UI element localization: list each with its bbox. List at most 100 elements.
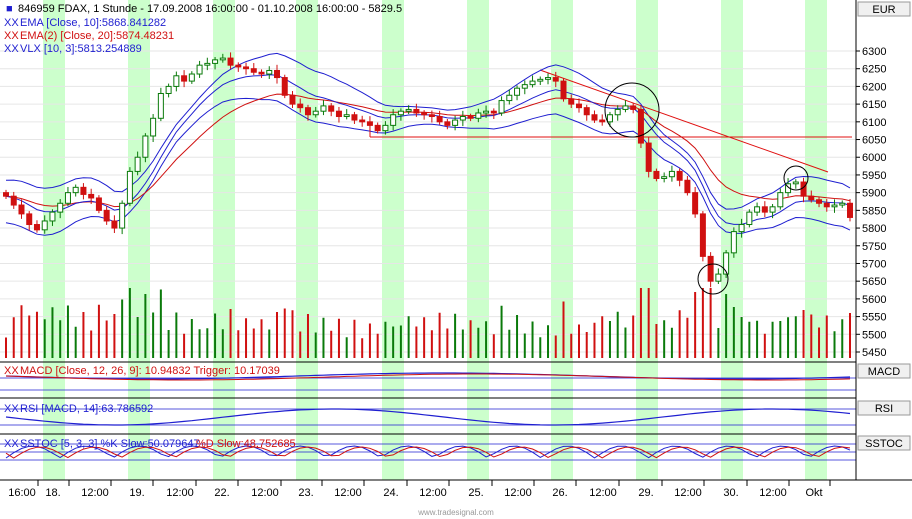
macd-panel-box[interactable] <box>857 363 911 379</box>
annotation-circle-right <box>783 165 809 191</box>
candle-body-88 <box>684 179 691 194</box>
x-label-11: 25. <box>468 487 483 499</box>
vlx-upper-band <box>5 52 851 210</box>
sstoc-legend-a: SSTOC [5, 3, 3] %K Slow:50.079647 <box>20 438 200 450</box>
candle-body-53 <box>413 108 420 114</box>
candle-body-66 <box>514 87 521 96</box>
candle-body-92 <box>715 273 722 282</box>
price-axis-ticks: 6300 6250 6200 6150 6100 6050 6000 5950 5900 5850… <box>856 46 886 359</box>
legend-entry-1: EMA(2) [Close, 20]:5874.48231 <box>20 30 174 42</box>
x-label-7: 23. <box>298 487 313 499</box>
rsi-panel-label: RSI <box>875 403 893 415</box>
candle-body-45 <box>351 114 358 121</box>
legend-prefix-0[interactable]: XX <box>4 17 19 29</box>
candle-body-78 <box>606 114 613 123</box>
time-axis-labels: 16:00 18. 12:00 19. 12:00 22. 12:00 23. 12:00 24.… <box>8 480 831 499</box>
y-tick-label-5850: 5850 <box>862 205 886 217</box>
y-tick-label-5950: 5950 <box>862 170 886 182</box>
candle-body-76 <box>591 114 598 121</box>
y-tick-label-5550: 5550 <box>862 312 886 324</box>
candle-body-85 <box>661 176 668 179</box>
candle-body-35 <box>274 69 281 79</box>
resistance-trendline <box>539 69 829 173</box>
candle-body-29 <box>227 57 234 66</box>
candle-body-93 <box>723 252 730 275</box>
candle-body-38 <box>297 103 304 109</box>
candle-body-27 <box>212 59 219 64</box>
legend-prefix-2[interactable]: XX <box>4 43 19 55</box>
candle-body-102 <box>792 181 799 185</box>
candle-body-107 <box>831 204 838 208</box>
candle-body-12 <box>95 197 102 211</box>
candle-body-56 <box>436 116 443 123</box>
y-tick-label-5500: 5500 <box>862 329 886 341</box>
macd-trigger-line <box>5 373 851 381</box>
candle-body-72 <box>560 80 567 100</box>
candle-body-77 <box>599 119 606 123</box>
candle-body-71 <box>552 77 559 82</box>
candle-body-106 <box>823 202 830 208</box>
candle-body-0 <box>3 192 9 197</box>
x-label-12: 12:00 <box>504 487 532 499</box>
candle-body-51 <box>397 110 404 116</box>
candle-body-11 <box>88 193 95 199</box>
candle-body-58 <box>452 119 459 126</box>
watermark: www.tradesignal.com <box>417 508 494 517</box>
candle-body-81 <box>630 105 637 110</box>
candle-body-1 <box>10 195 17 206</box>
candle-body-95 <box>738 224 745 233</box>
macd-legend-prefix[interactable]: XX <box>4 365 19 377</box>
x-label-8: 12:00 <box>334 487 362 499</box>
sstoc-legend-prefix[interactable]: XX <box>4 438 19 450</box>
x-label-18: 12:00 <box>759 487 787 499</box>
candle-body-21 <box>165 85 172 94</box>
candle-body-98 <box>761 206 768 213</box>
x-label-4: 12:00 <box>166 487 194 499</box>
candle-body-15 <box>119 202 126 229</box>
vlx-lower-band <box>5 97 851 236</box>
candle-body-94 <box>730 231 737 254</box>
candle-body-91 <box>707 255 714 282</box>
candle-body-16 <box>126 170 133 204</box>
annotation-circle-top <box>604 82 660 138</box>
candle-body-87 <box>676 170 683 181</box>
candle-body-83 <box>645 142 652 172</box>
candle-body-2 <box>18 204 25 215</box>
session-shade-0 <box>43 0 65 480</box>
candle-body-37 <box>289 94 296 105</box>
candle-body-74 <box>575 103 582 109</box>
candle-body-6 <box>49 211 56 222</box>
candle-body-30 <box>235 64 242 68</box>
candle-body-63 <box>490 110 497 114</box>
candle-body-70 <box>545 77 552 80</box>
candle-body-46 <box>359 119 366 123</box>
ema10-line <box>5 74 851 225</box>
candle-body-97 <box>754 206 761 213</box>
candle-body-44 <box>343 114 350 118</box>
candle-body-86 <box>668 170 675 178</box>
y-tick-label-5750: 5750 <box>862 241 886 253</box>
candle-body-73 <box>568 98 575 105</box>
currency-box <box>857 1 911 17</box>
x-label-9: 24. <box>383 487 398 499</box>
candle-body-47 <box>366 121 373 126</box>
x-label-14: 12:00 <box>589 487 617 499</box>
candle-body-96 <box>746 211 753 226</box>
candle-body-108 <box>839 202 846 206</box>
panel-separators <box>0 361 856 461</box>
x-label-17: 30. <box>723 487 738 499</box>
candle-body-54 <box>421 112 428 116</box>
y-tick-label-5700: 5700 <box>862 258 886 270</box>
legend-prefix-1[interactable]: XX <box>4 30 19 42</box>
y-tick-label-6100: 6100 <box>862 117 886 129</box>
legend-entry-2: VLX [10, 3]:5813.254889 <box>20 43 142 55</box>
rsi-legend-prefix[interactable]: XX <box>4 403 19 415</box>
x-label-6: 12:00 <box>251 487 279 499</box>
rsi-panel-box[interactable] <box>857 400 911 416</box>
rsi-line <box>5 408 851 426</box>
candle-body-52 <box>405 108 412 112</box>
sstoc-panel-box[interactable] <box>857 435 911 451</box>
candle-body-80 <box>622 105 629 110</box>
y-tick-label-5450: 5450 <box>862 347 886 359</box>
sstoc-panel-label: SSTOC <box>865 438 903 450</box>
